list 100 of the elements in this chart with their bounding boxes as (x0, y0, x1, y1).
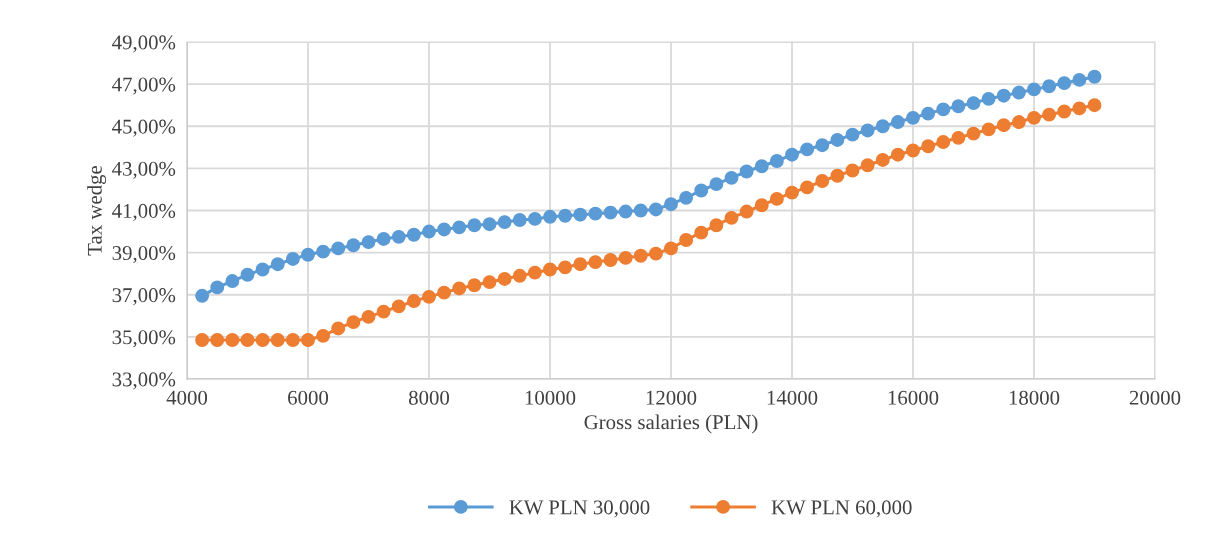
point (195, 333, 210, 347)
point (664, 197, 678, 212)
point (966, 126, 981, 141)
x-tick-label: 18000 (1009, 390, 1060, 405)
point (225, 274, 240, 289)
point (527, 265, 542, 280)
point (543, 209, 557, 224)
point (285, 251, 300, 266)
point (1057, 104, 1072, 119)
x-tick-label: 10000 (525, 390, 576, 405)
point (936, 135, 951, 149)
point (497, 272, 512, 286)
point (648, 202, 663, 217)
point (437, 222, 452, 237)
y-tick-label: 41,00% (112, 203, 176, 221)
point (422, 289, 436, 304)
point (195, 288, 210, 303)
point (830, 132, 845, 147)
point (996, 118, 1011, 133)
legend-label: KW PLN 60,000 (771, 500, 912, 518)
point (785, 147, 799, 162)
point (936, 102, 951, 117)
point (1011, 85, 1026, 100)
point (1042, 79, 1057, 94)
x-tick-label: 8000 (408, 390, 450, 405)
point (633, 203, 648, 218)
point (406, 294, 421, 309)
point (754, 159, 769, 174)
point (512, 213, 527, 227)
point (270, 257, 285, 272)
point (406, 227, 421, 242)
point (285, 333, 300, 347)
point (679, 190, 694, 205)
point (588, 255, 603, 270)
point (694, 183, 709, 198)
point (951, 99, 966, 114)
point (875, 153, 890, 167)
point (966, 96, 981, 111)
point (1027, 82, 1041, 97)
point (875, 119, 890, 134)
y-tick-label: 39,00% (112, 246, 176, 264)
point (422, 224, 436, 239)
point (482, 217, 497, 232)
point (906, 110, 920, 125)
point (679, 233, 694, 247)
point (497, 215, 512, 230)
point (255, 333, 270, 347)
point (588, 206, 603, 221)
point (618, 204, 633, 219)
point (376, 304, 391, 319)
point (664, 241, 678, 256)
point (1087, 98, 1102, 113)
point (724, 210, 739, 225)
point (346, 238, 361, 253)
point (240, 267, 255, 282)
point (1011, 115, 1026, 129)
point (845, 127, 860, 142)
y-tick-label: 37,00% (112, 288, 176, 306)
point (618, 250, 633, 265)
point (558, 260, 573, 275)
point (346, 315, 361, 330)
point (270, 333, 285, 347)
x-tick-label: 14000 (767, 390, 818, 405)
y-tick-label: 49,00% (112, 35, 176, 53)
point (860, 158, 875, 173)
x-tick-label: 20000 (1129, 390, 1181, 405)
point (633, 248, 648, 263)
point (301, 333, 315, 347)
point (437, 285, 452, 300)
x-tick-label: 6000 (288, 390, 329, 405)
point (769, 154, 784, 168)
point (603, 253, 618, 267)
point (1057, 76, 1072, 91)
point (815, 138, 830, 153)
point (785, 185, 799, 200)
point (543, 262, 557, 277)
point (1087, 69, 1102, 84)
point (1042, 107, 1057, 122)
point (255, 262, 270, 277)
point (951, 130, 966, 145)
point (830, 168, 845, 183)
point (467, 278, 482, 293)
x-tick-label: 16000 (888, 390, 939, 405)
point (906, 143, 920, 158)
x-tick-label: 4000 (166, 390, 208, 405)
point (376, 231, 391, 246)
point (331, 321, 346, 336)
point (981, 122, 996, 137)
legend-label: KW PLN 30,000 (509, 500, 650, 518)
point (754, 198, 769, 213)
point (1027, 110, 1041, 125)
point (709, 177, 724, 192)
y-tick-label: 45,00% (112, 119, 176, 137)
point (316, 244, 331, 259)
point (890, 115, 905, 129)
point (316, 328, 331, 343)
point (603, 205, 618, 220)
point (225, 333, 240, 347)
point (391, 299, 406, 314)
point (482, 275, 497, 290)
